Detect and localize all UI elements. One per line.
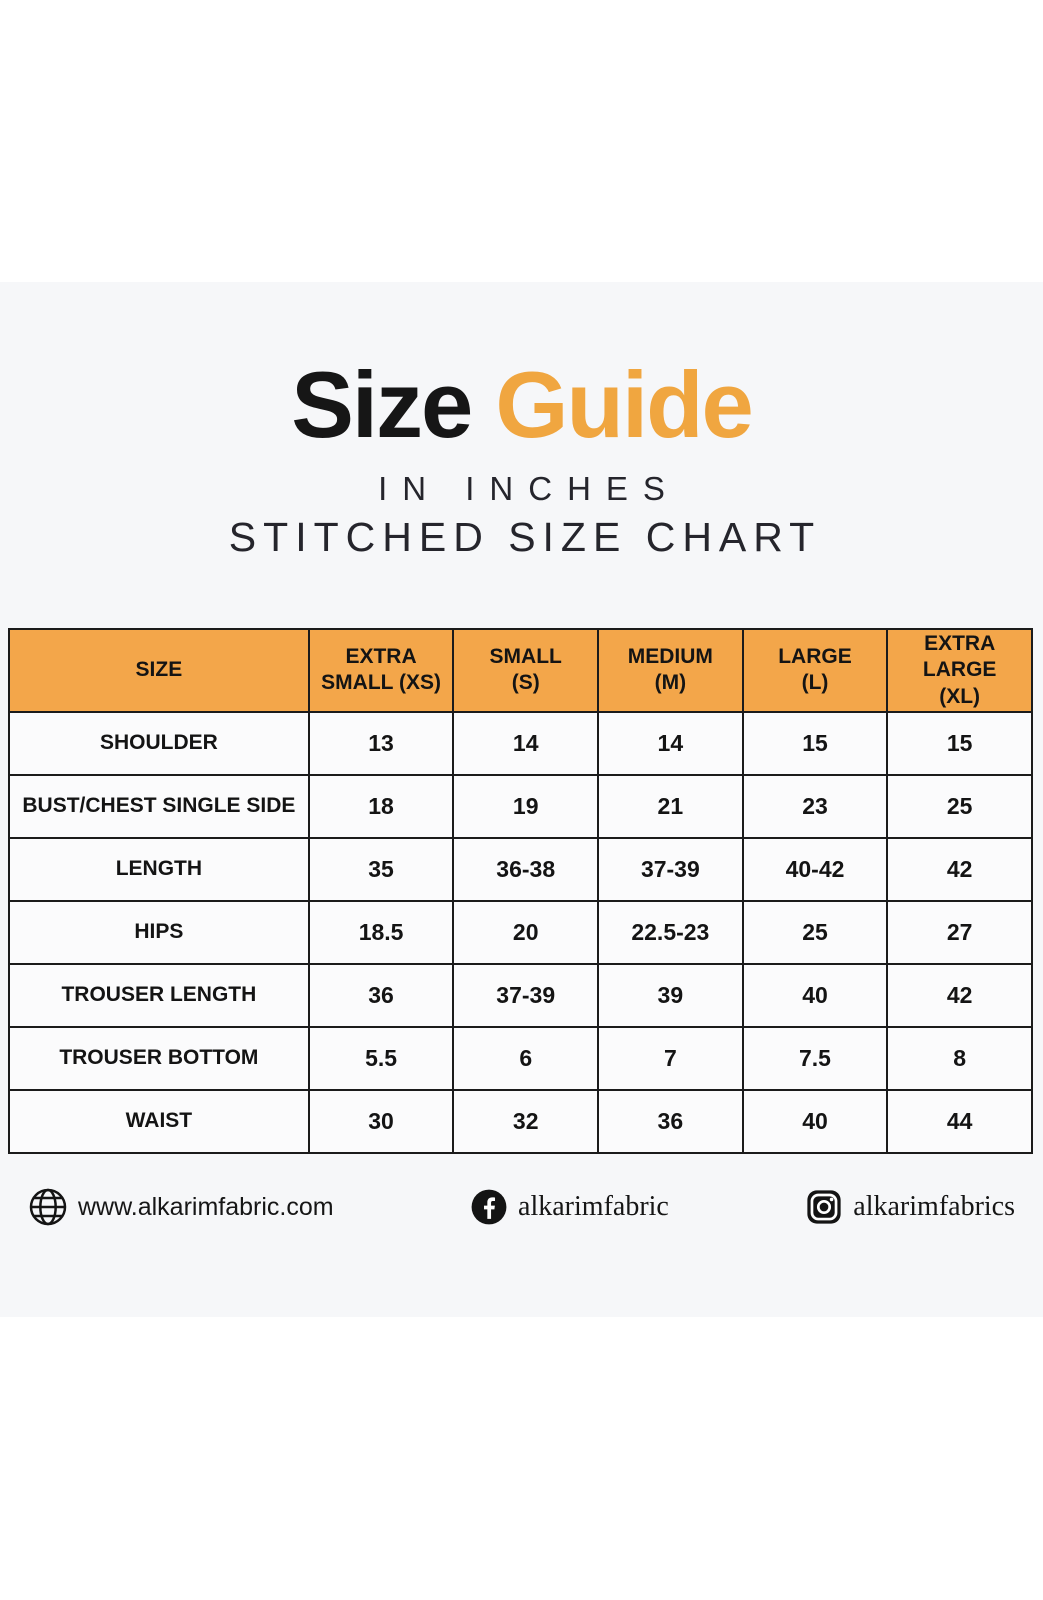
row-label: TROUSER LENGTH [8, 962, 310, 1028]
row-label: LENGTH [8, 836, 310, 902]
cell-value: 7.5 [741, 1025, 889, 1091]
cell-value: 36 [597, 1088, 744, 1154]
cell-value: 19 [452, 773, 600, 839]
cell-value: 23 [741, 773, 889, 839]
header-cell-s: SMALL (S) [452, 628, 600, 713]
table-row-bust-chest: BUST/CHEST SINGLE SIDE 18 19 21 23 25 [8, 773, 1033, 839]
cell-value: 32 [452, 1088, 600, 1154]
table-row-trouser-length: TROUSER LENGTH 36 37-39 39 40 42 [8, 962, 1033, 1028]
cell-value: 44 [886, 1088, 1033, 1154]
instagram-handle: alkarimfabrics [853, 1191, 1015, 1222]
instagram-icon [805, 1188, 843, 1226]
cell-value: 30 [307, 1088, 455, 1154]
title-block: Size Guide IN INCHES STITCHED SIZE CHART [0, 358, 1043, 561]
cell-value: 14 [597, 710, 744, 776]
cell-value: 25 [886, 773, 1033, 839]
footer: www.alkarimfabric.com alkarimfabric alka… [0, 1178, 1043, 1236]
size-chart-table: SIZE EXTRA SMALL (XS) SMALL (S) MEDIUM (… [8, 628, 1033, 1154]
cell-value: 36-38 [452, 836, 600, 902]
cell-value: 18 [307, 773, 455, 839]
size-chart-header: SIZE EXTRA SMALL (XS) SMALL (S) MEDIUM (… [8, 628, 1033, 713]
table-row-trouser-bottom: TROUSER BOTTOM 5.5 6 7 7.5 8 [8, 1025, 1033, 1091]
cell-value: 27 [886, 899, 1033, 965]
cell-value: 42 [886, 836, 1033, 902]
table-row-length: LENGTH 35 36-38 37-39 40-42 42 [8, 836, 1033, 902]
header-cell-m: MEDIUM (M) [597, 628, 744, 713]
cell-value: 5.5 [307, 1025, 455, 1091]
page-title: Size Guide [0, 358, 1043, 452]
row-label: TROUSER BOTTOM [8, 1025, 310, 1091]
header-cell-size: SIZE [8, 628, 310, 713]
row-label: WAIST [8, 1088, 310, 1154]
website-url: www.alkarimfabric.com [78, 1192, 334, 1221]
cell-value: 35 [307, 836, 455, 902]
cell-value: 40 [741, 1088, 889, 1154]
table-row-hips: HIPS 18.5 20 22.5-23 25 27 [8, 899, 1033, 965]
cell-value: 6 [452, 1025, 600, 1091]
cell-value: 36 [307, 962, 455, 1028]
subtitle-stitched-size-chart: STITCHED SIZE CHART [228, 514, 822, 560]
footer-facebook: alkarimfabric [470, 1188, 669, 1226]
table-row-waist: WAIST 30 32 36 40 44 [8, 1088, 1033, 1154]
header-row: SIZE EXTRA SMALL (XS) SMALL (S) MEDIUM (… [8, 628, 1033, 713]
title-word-guide: Guide [495, 352, 753, 457]
table-row-shoulder: SHOULDER 13 14 14 15 15 [8, 710, 1033, 776]
cell-value: 21 [597, 773, 744, 839]
footer-instagram: alkarimfabrics [805, 1188, 1015, 1226]
cell-value: 40 [741, 962, 889, 1028]
cell-value: 22.5-23 [597, 899, 744, 965]
header-cell-l: LARGE (L) [741, 628, 889, 713]
row-label: SHOULDER [8, 710, 310, 776]
title-word-size: Size [291, 352, 473, 457]
row-label: BUST/CHEST SINGLE SIDE [8, 773, 310, 839]
subtitle-in-inches: IN INCHES [378, 470, 680, 507]
facebook-icon [470, 1188, 508, 1226]
header-cell-xl: EXTRA LARGE (XL) [886, 628, 1033, 713]
cell-value: 15 [741, 710, 889, 776]
cell-value: 18.5 [307, 899, 455, 965]
cell-value: 42 [886, 962, 1033, 1028]
cell-value: 39 [597, 962, 744, 1028]
cell-value: 14 [452, 710, 600, 776]
header-cell-xs: EXTRA SMALL (XS) [307, 628, 455, 713]
cell-value: 25 [741, 899, 889, 965]
cell-value: 40-42 [741, 836, 889, 902]
cell-value: 20 [452, 899, 600, 965]
cell-value: 7 [597, 1025, 744, 1091]
cell-value: 15 [886, 710, 1033, 776]
globe-icon [28, 1187, 68, 1227]
footer-website: www.alkarimfabric.com [28, 1187, 334, 1227]
cell-value: 37-39 [597, 836, 744, 902]
cell-value: 37-39 [452, 962, 600, 1028]
cell-value: 8 [886, 1025, 1033, 1091]
facebook-handle: alkarimfabric [518, 1191, 669, 1222]
cell-value: 13 [307, 710, 455, 776]
row-label: HIPS [8, 899, 310, 965]
